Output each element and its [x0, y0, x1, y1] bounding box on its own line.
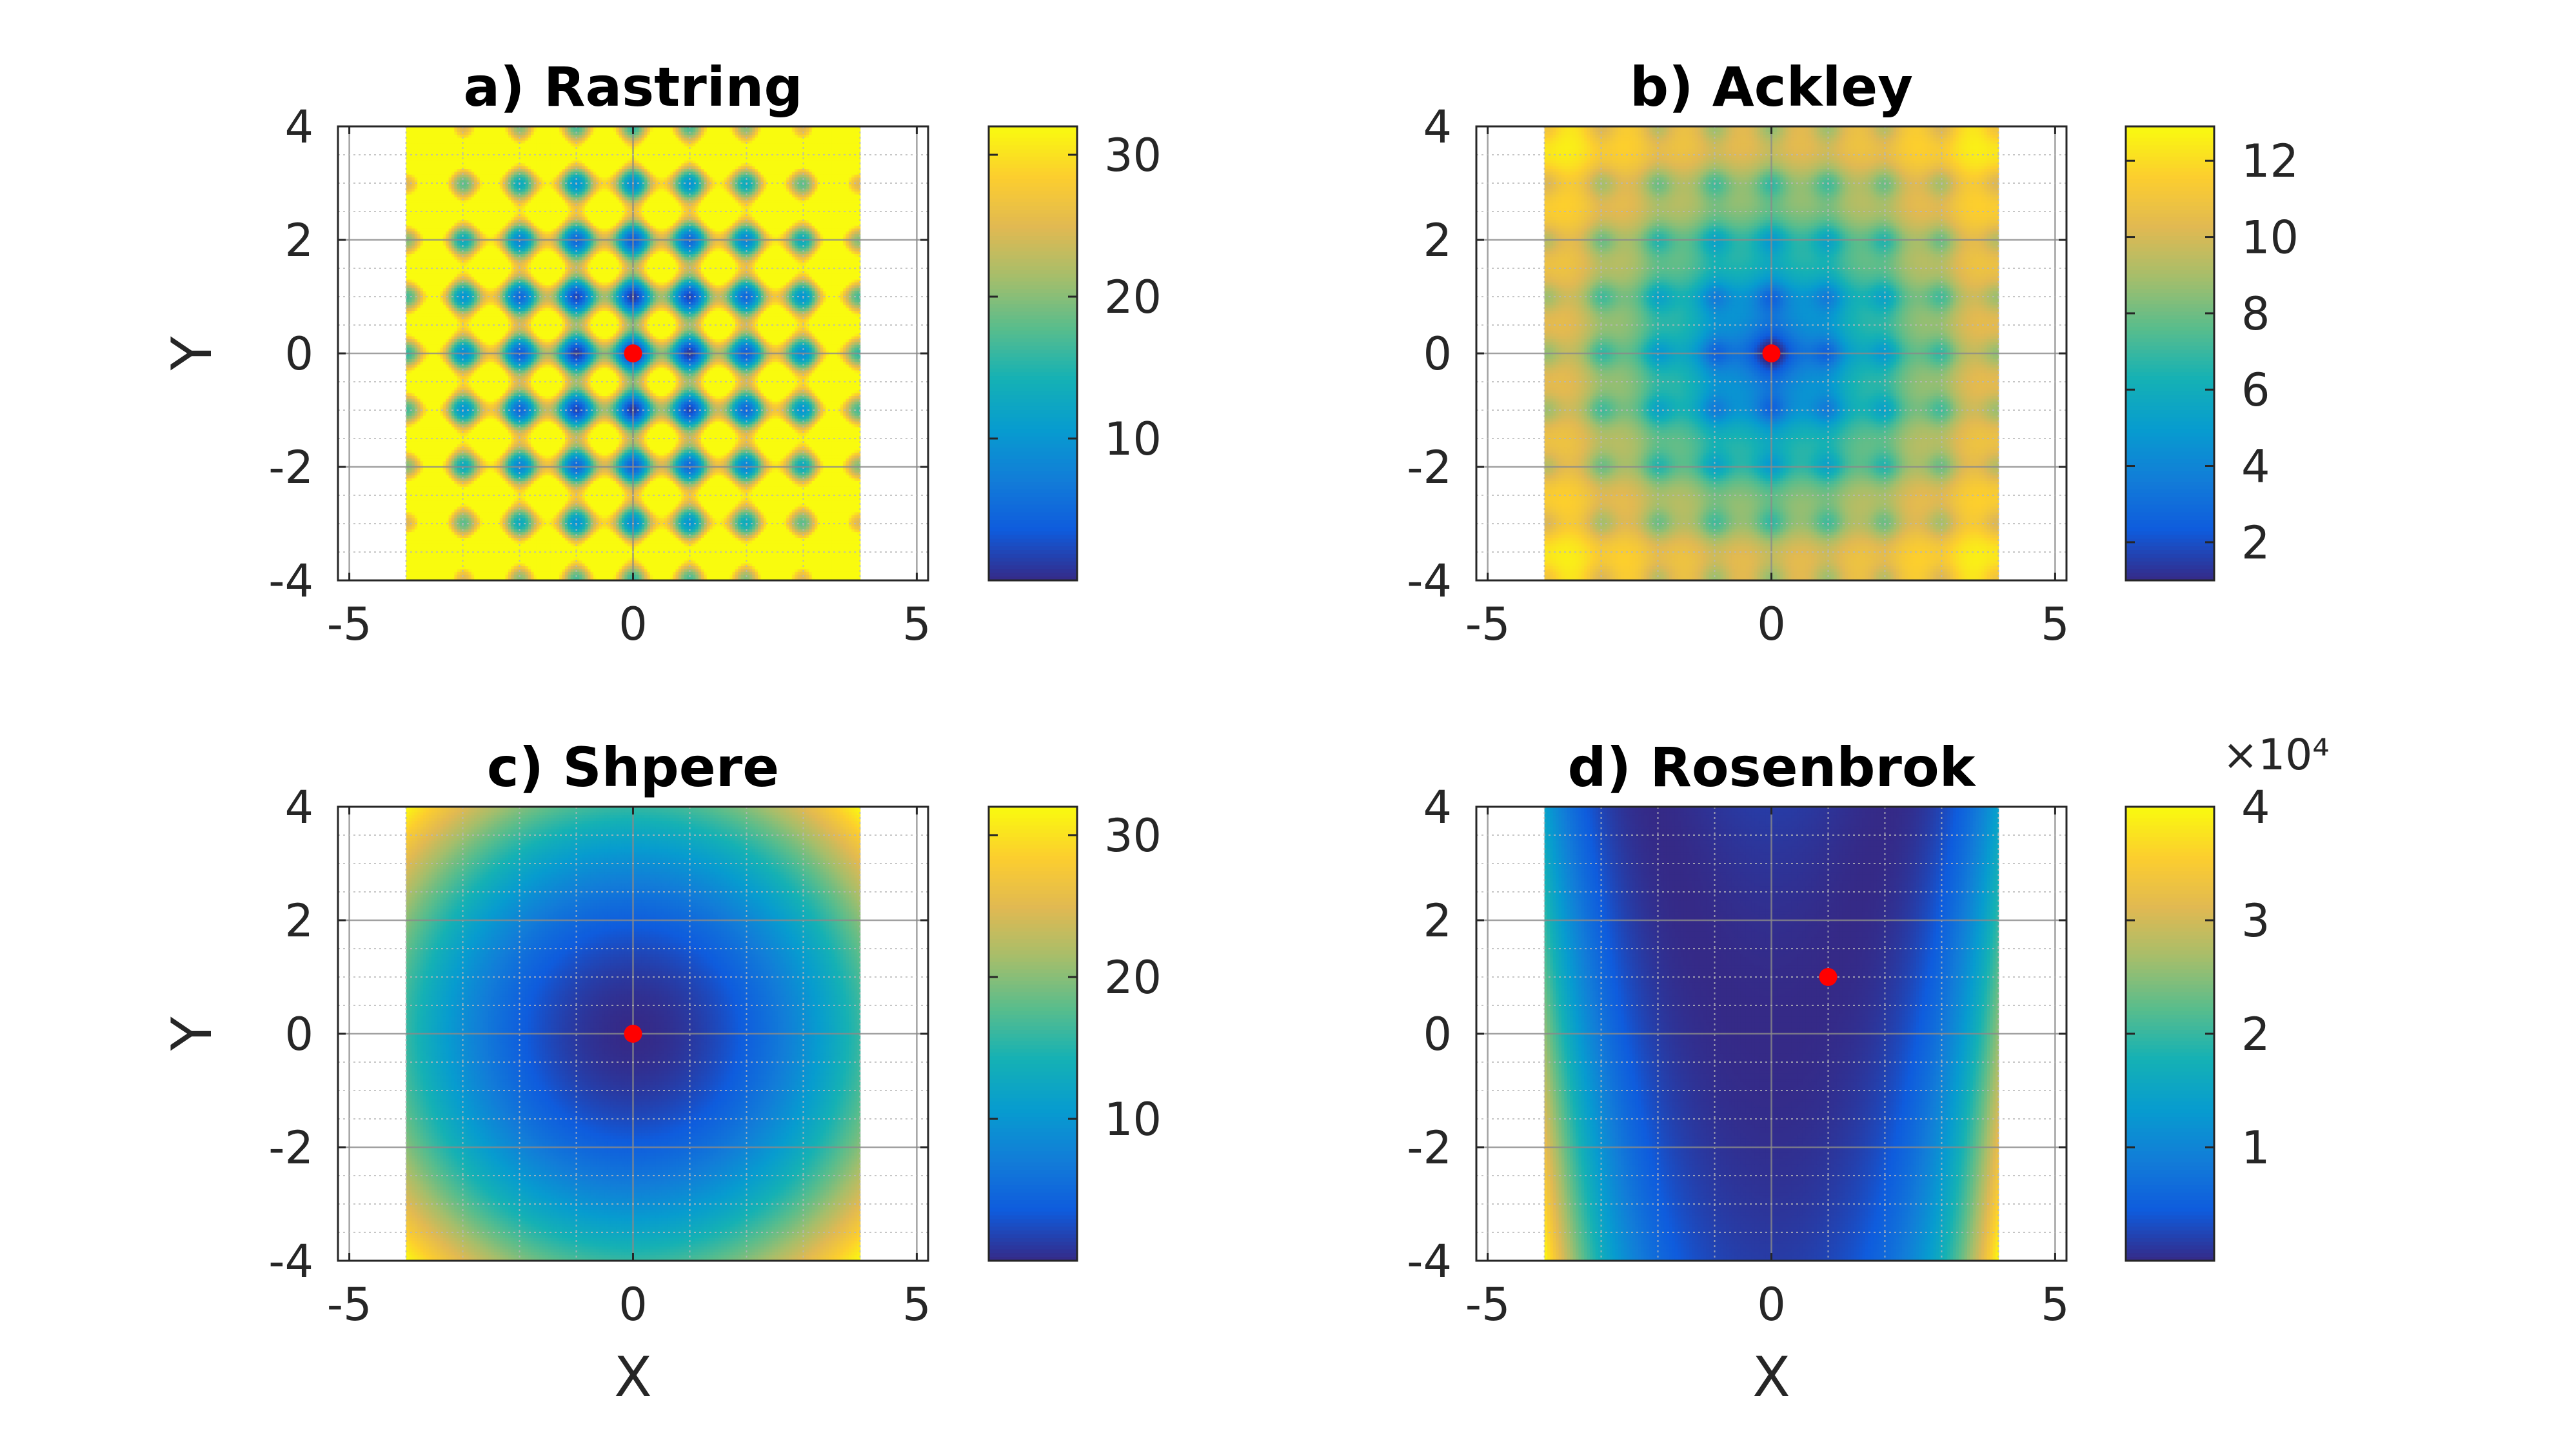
x-tick-label: -5 [327, 598, 372, 651]
y-axis-label: Y [160, 1016, 224, 1051]
y-tick-label: -2 [1407, 441, 1452, 494]
subplot-title: a) Rastring [464, 55, 803, 119]
colorbar-tick-label: 10 [2241, 212, 2299, 264]
y-tick-label: 0 [284, 328, 313, 380]
colorbar-tick-label: 2 [2241, 517, 2270, 569]
colorbar-tick-label: 20 [1104, 951, 1162, 1004]
y-tick-label: 2 [284, 214, 313, 267]
colorbar-tick-label: 1 [2241, 1121, 2270, 1174]
y-tick-label: 2 [284, 894, 313, 947]
y-tick-label: -4 [1407, 1235, 1452, 1288]
subplot-title: c) Shpere [487, 736, 779, 799]
y-tick-label: 4 [284, 781, 313, 834]
y-tick-label: -4 [268, 1235, 313, 1288]
x-tick-label: 0 [619, 1278, 648, 1331]
colorbar-tick-label: 20 [1104, 271, 1162, 324]
subplot-title: b) Ackley [1630, 55, 1913, 119]
x-axis-label: X [1752, 1345, 1790, 1410]
y-tick-label: -2 [268, 441, 313, 494]
x-tick-label: 0 [619, 598, 648, 651]
subplot-title: d) Rosenbrok [1567, 736, 1976, 799]
colorbar-tick-label: 4 [2241, 781, 2270, 834]
colorbar-tick-label: 3 [2241, 894, 2270, 947]
x-tick-label: -5 [1465, 598, 1511, 651]
x-tick-label: 0 [1757, 1278, 1786, 1331]
x-tick-label: 5 [2041, 598, 2070, 651]
y-tick-label: -4 [268, 555, 313, 607]
y-tick-label: 4 [1423, 781, 1452, 834]
y-axis-label: Y [160, 336, 224, 371]
x-tick-label: -5 [1465, 1278, 1511, 1331]
colorbar: 30 20 10 [989, 807, 1162, 1261]
y-tick-label: 0 [284, 1008, 313, 1061]
minimum-marker [624, 1025, 642, 1043]
y-tick-label: 0 [1423, 328, 1452, 380]
colorbar-tick-label: 30 [1104, 129, 1162, 182]
colorbar-tick-label: 2 [2241, 1008, 2270, 1061]
minimum-marker [1819, 968, 1837, 986]
y-tick-label: 2 [1423, 894, 1452, 947]
subplot-1: -5 0 5 4 2 0 -2 -4 b) Ackley 12 10 8 6 4 2 [1407, 55, 2299, 651]
y-tick-label: 4 [284, 101, 313, 153]
colorbar-tick-label: 12 [2241, 135, 2299, 188]
x-tick-label: 5 [2041, 1278, 2070, 1331]
y-tick-label: 0 [1423, 1008, 1452, 1061]
colorbar: 12 10 8 6 4 2 [2126, 126, 2299, 581]
minimum-marker [1763, 344, 1781, 362]
minimum-marker [624, 344, 642, 362]
y-tick-label: 4 [1423, 101, 1452, 153]
y-tick-label: -2 [268, 1121, 313, 1174]
x-tick-label: 5 [902, 598, 931, 651]
colorbar-exponent: ×10⁴ [2223, 730, 2330, 780]
colorbar-tick-label: 4 [2241, 440, 2270, 493]
y-tick-label: -4 [1407, 555, 1452, 607]
colorbar: 4 3 2 1 ×10⁴ [2126, 730, 2330, 1261]
colorbar-tick-label: 30 [1104, 809, 1162, 862]
colorbar-tick-label: 8 [2241, 288, 2270, 340]
x-tick-label: 5 [902, 1278, 931, 1331]
colorbar-tick-label: 10 [1104, 1093, 1162, 1146]
colorbar-tick-label: 10 [1104, 413, 1162, 466]
subplot-3: -5 0 5 4 2 0 -2 -4 d) Rosenbrok X 4 3 2 1 ×10⁴ [1407, 730, 2330, 1410]
y-tick-label: -2 [1407, 1121, 1452, 1174]
x-axis-label: X [614, 1345, 652, 1410]
y-tick-label: 2 [1423, 214, 1452, 267]
x-tick-label: -5 [327, 1278, 372, 1331]
colorbar: 30 20 10 [989, 126, 1162, 581]
colorbar-tick-label: 6 [2241, 364, 2270, 417]
x-tick-label: 0 [1757, 598, 1786, 651]
